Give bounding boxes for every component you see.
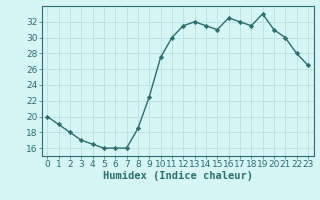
X-axis label: Humidex (Indice chaleur): Humidex (Indice chaleur) (103, 171, 252, 181)
